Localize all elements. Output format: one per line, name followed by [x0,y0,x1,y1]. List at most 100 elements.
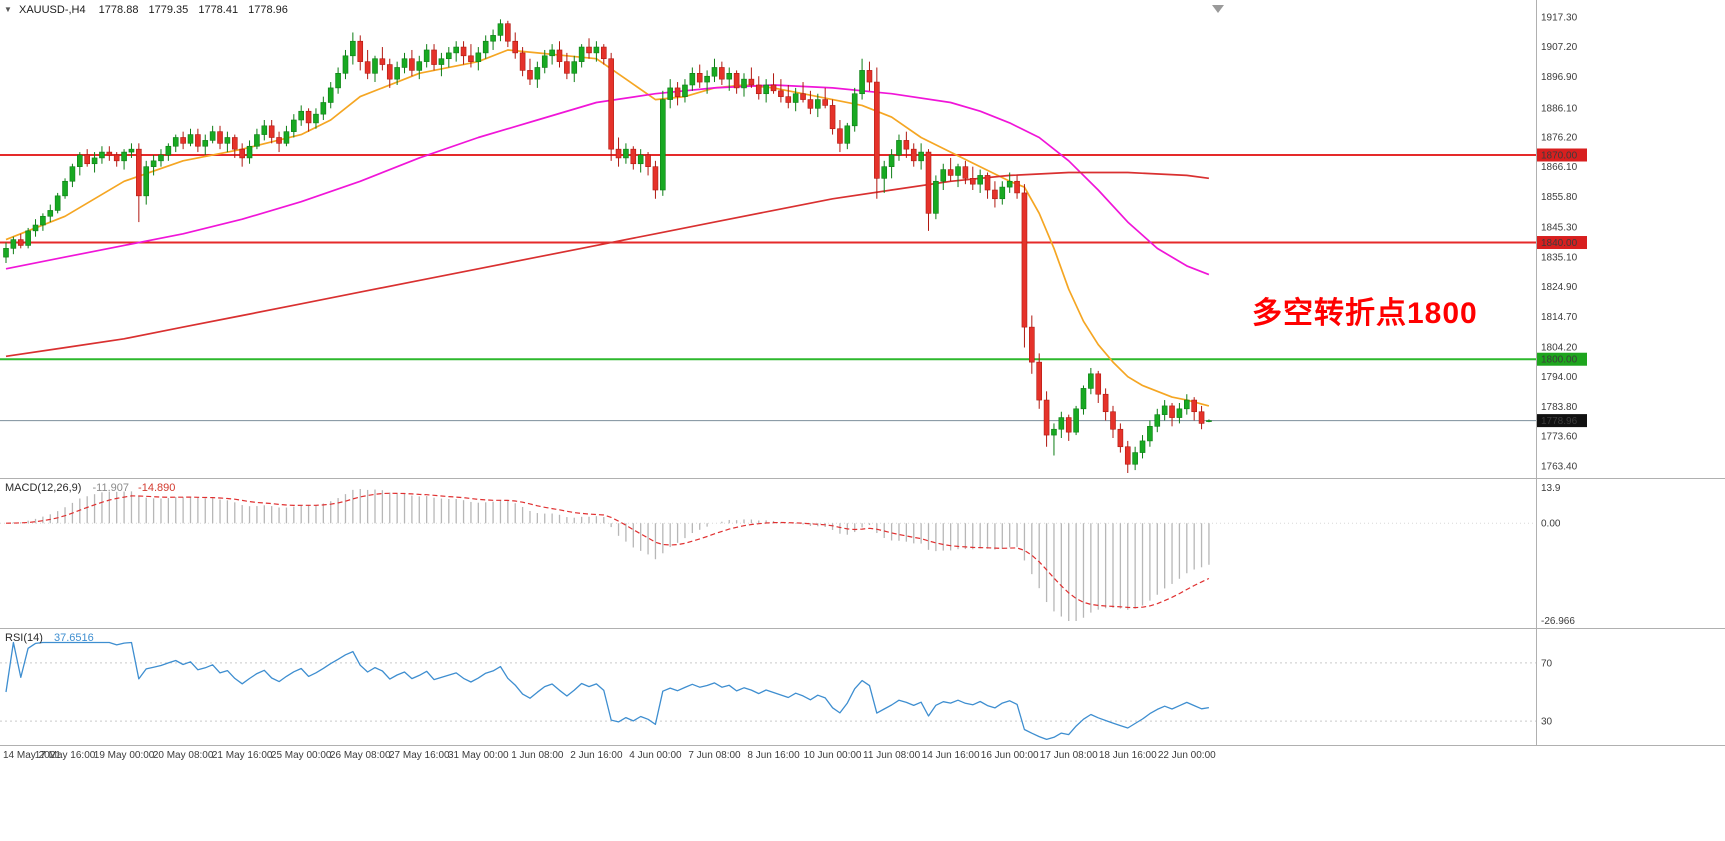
price-tick-label: 1907.20 [1541,42,1578,53]
candle-body [645,154,651,167]
candle-body [445,52,452,60]
fast-ma-line[interactable] [5,49,1210,407]
time-tick-label: 17 Jun 08:00 [1040,750,1098,761]
medium-ma-line[interactable] [5,84,1210,276]
candle-body [519,52,526,71]
candle-body [512,40,519,54]
candle-body [881,166,888,179]
candle-body [652,166,659,191]
candle-body [438,58,445,65]
candle-body [593,46,600,54]
ohlc-open: 1778.88 [98,4,139,16]
axis-price-badge: 1840.00 [1537,236,1587,250]
price-axis[interactable]: 1917.30 1907.20 1896.90 1886.10 1876.20 1866.… [1537,13,1587,728]
macd-signal-line [5,492,1210,609]
candle-body [121,151,127,162]
candle-body [778,90,784,97]
candle-body [925,151,932,214]
price-tick-label: 1773.60 [1541,432,1578,443]
candle-body [475,52,482,62]
candle-body [298,110,305,121]
candle-body [482,40,489,54]
candle-body [431,49,437,65]
candle-body [851,93,858,127]
one-click-trading-collapse-icon[interactable]: ▼ [4,5,12,14]
chart-shift-marker-icon[interactable] [1212,5,1224,13]
candle-body [379,58,386,65]
candle-body [814,99,821,109]
candle-body [1169,405,1175,418]
candle-body [409,58,415,71]
time-tick-label: 14 May 2021 [3,750,61,761]
candle-body [1102,393,1109,413]
candle-body [829,105,836,130]
time-tick-label: 17 May 16:00 [35,750,96,761]
macd-tick-label: -26.966 [1541,616,1575,627]
candle-body [527,70,533,80]
candle-body [1065,417,1072,433]
candle-body [291,119,297,132]
ohlc-low: 1778.41 [198,4,239,16]
candle-body [505,23,511,42]
candle-body [696,73,703,83]
candle-body [364,61,371,74]
candle-body [113,154,120,162]
candle-body [158,154,164,162]
candle-body [571,61,578,74]
candle-body [947,169,954,176]
candle-body [187,134,194,144]
price-tick-label: 1896.90 [1541,72,1578,83]
candle-body [1043,399,1050,436]
macd-panel[interactable] [0,489,1536,621]
time-tick-label: 11 Jun 08:00 [863,750,921,761]
candle-body [792,93,799,103]
candle-body [54,195,61,211]
candle-body [733,73,740,89]
candle-body [497,23,504,36]
candle-body [660,99,666,191]
candle-body [1139,440,1146,453]
candle-body [3,248,9,258]
candle-body [541,55,548,68]
candle-body [357,40,364,62]
time-tick-label: 4 Jun 00:00 [629,750,682,761]
macd-main-value: -11.907 [92,482,129,494]
candle-body [1124,446,1131,465]
price-tick-label: 1876.20 [1541,132,1578,143]
candle-body [992,189,998,200]
candle-body [246,145,253,159]
candle-body [17,239,24,246]
rsi-line [5,641,1210,741]
svg-text:1840.00: 1840.00 [1541,238,1578,249]
slow-ma-line[interactable] [5,171,1210,358]
main-chart-panel[interactable] [0,19,1536,474]
candle-body [689,73,696,86]
candle-body [682,84,688,97]
candle-body [874,81,880,179]
svg-text:1778.96: 1778.96 [1541,416,1578,427]
price-tick-label: 1794.00 [1541,372,1578,383]
symbol-period-label: XAUUSD-,H4 [18,4,86,16]
candle-body [327,87,334,103]
rsi-panel[interactable] [0,641,1536,741]
macd-tick-label: 13.9 [1541,483,1561,494]
candle-body [549,49,555,57]
price-tick-label: 1866.10 [1541,162,1578,173]
candle-body [313,113,319,124]
rsi-value: 37.6516 [53,632,94,644]
candle-body [1029,326,1035,363]
candle-body [822,99,828,106]
candle-body [106,151,113,156]
candle-body [77,154,83,167]
candle-body [1073,408,1079,433]
candle-body [416,61,423,71]
candle-body [800,93,806,100]
macd-tick-label: 0.00 [1541,519,1561,530]
candle-body [69,166,76,182]
time-tick-label: 2 Jun 16:00 [570,750,623,761]
time-tick-label: 20 May 08:00 [153,750,214,761]
price-tick-label: 1855.80 [1541,192,1578,203]
candle-body [711,67,718,77]
